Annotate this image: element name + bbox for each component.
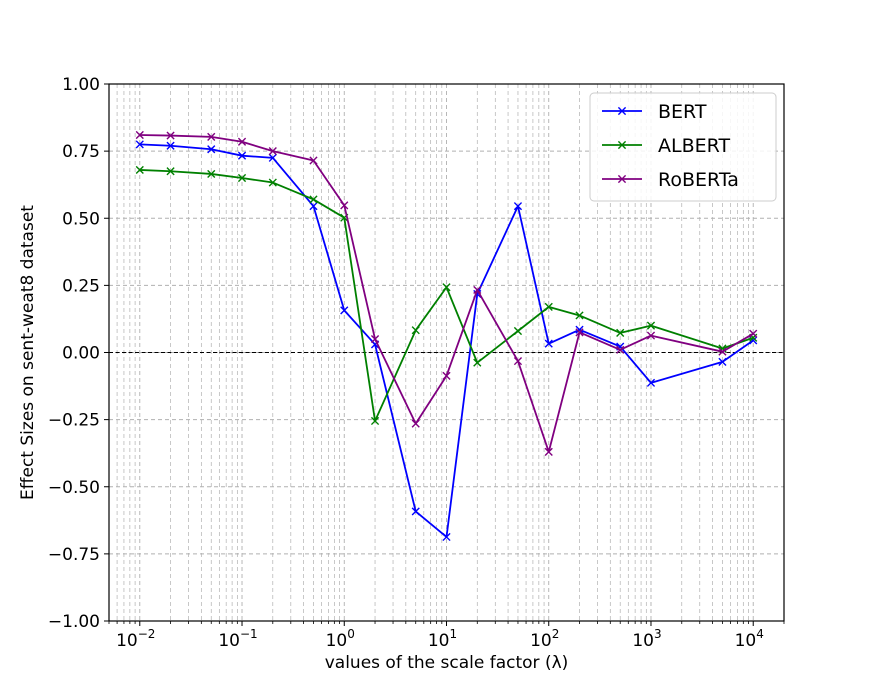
point-albert: [268, 178, 277, 187]
y-tick-label: −0.25: [48, 411, 100, 431]
legend-marker-bert: [617, 106, 627, 116]
point-albert: [646, 321, 656, 330]
point-bert: [411, 507, 420, 516]
x-tick-label: 103: [632, 627, 661, 651]
point-roberta: [135, 130, 144, 140]
point-roberta: [237, 137, 247, 146]
point-roberta: [513, 356, 523, 366]
y-tick-label: 0.75: [62, 142, 100, 162]
point-bert: [544, 339, 553, 348]
series-albert: [135, 165, 758, 426]
point-roberta: [370, 334, 380, 344]
y-tick-label: −1.00: [48, 612, 100, 632]
point-albert: [135, 165, 144, 175]
y-tick-label: −0.50: [48, 478, 100, 498]
point-bert: [237, 151, 247, 160]
point-roberta: [309, 156, 318, 165]
x-tick-label: 101: [428, 627, 457, 651]
point-bert: [309, 202, 318, 211]
point-bert: [340, 306, 349, 315]
x-tick-label: 100: [326, 627, 355, 651]
point-albert: [544, 302, 553, 311]
series-group: [135, 130, 758, 542]
point-bert: [442, 532, 451, 542]
x-axis-ticks: 10−2 10−1 100 101 102 103 104: [108, 621, 785, 651]
point-albert: [237, 173, 247, 183]
point-roberta: [749, 329, 758, 338]
point-bert: [718, 357, 727, 366]
y-tick-label: 0.50: [62, 209, 100, 229]
point-albert: [616, 328, 625, 337]
legend-box: [589, 92, 777, 202]
point-bert: [513, 202, 523, 211]
point-roberta: [340, 201, 349, 210]
point-roberta: [411, 419, 420, 428]
y-tick-label: 0.00: [62, 344, 100, 364]
point-bert: [646, 378, 656, 387]
legend-entry-roberta: RoBERTa: [602, 169, 739, 191]
x-tick-label: 104: [735, 627, 764, 651]
y-tick-label: −0.75: [48, 545, 100, 565]
series-roberta: [135, 130, 758, 456]
point-albert: [473, 358, 482, 367]
point-roberta: [442, 371, 451, 380]
point-roberta: [646, 331, 656, 340]
x-axis-label: values of the scale factor (λ): [325, 653, 569, 673]
point-bert: [268, 153, 277, 162]
point-bert: [575, 325, 584, 334]
x-tick-label: 102: [530, 627, 559, 651]
point-roberta: [616, 345, 625, 354]
y-tick-label: 0.25: [62, 276, 100, 296]
x-tick-label: 10−2: [116, 627, 155, 651]
point-roberta: [207, 132, 216, 141]
point-albert: [575, 311, 584, 320]
point-roberta: [544, 447, 553, 456]
point-albert: [411, 326, 420, 335]
legend-entry-bert: BERT: [602, 101, 707, 123]
point-albert: [442, 283, 451, 292]
point-bert: [166, 141, 175, 150]
point-roberta: [473, 285, 482, 295]
series-line-roberta: [139, 134, 754, 453]
legend-label-albert: ALBERT: [658, 135, 730, 157]
point-albert: [166, 167, 175, 176]
point-albert: [309, 195, 318, 204]
point-albert: [513, 326, 523, 336]
series-line-albert: [139, 169, 754, 422]
point-roberta: [575, 328, 584, 337]
series-line-bert: [139, 143, 754, 538]
point-roberta: [166, 131, 175, 140]
point-bert: [207, 145, 216, 154]
legend: BERT ALBERT RoBERTa: [589, 92, 777, 202]
legend-marker-roberta: [617, 174, 627, 184]
legend-label-bert: BERT: [658, 101, 707, 123]
legend-entry-albert: ALBERT: [602, 135, 730, 157]
legend-marker-albert: [617, 140, 627, 150]
legend-label-roberta: RoBERTa: [658, 169, 739, 191]
y-axis-ticks: −1.00 −0.75 −0.50 −0.25 0.00 0.25 0.50 0.75 1.00: [48, 75, 109, 632]
point-roberta: [718, 347, 727, 356]
y-tick-label: 1.00: [62, 75, 100, 95]
y-axis-label: Effect Sizes on sent-weat8 dataset: [18, 205, 38, 500]
point-bert: [135, 140, 144, 149]
point-albert: [370, 416, 380, 426]
point-albert: [207, 169, 216, 179]
point-roberta: [268, 147, 277, 156]
x-tick-label: 10−1: [218, 627, 257, 651]
